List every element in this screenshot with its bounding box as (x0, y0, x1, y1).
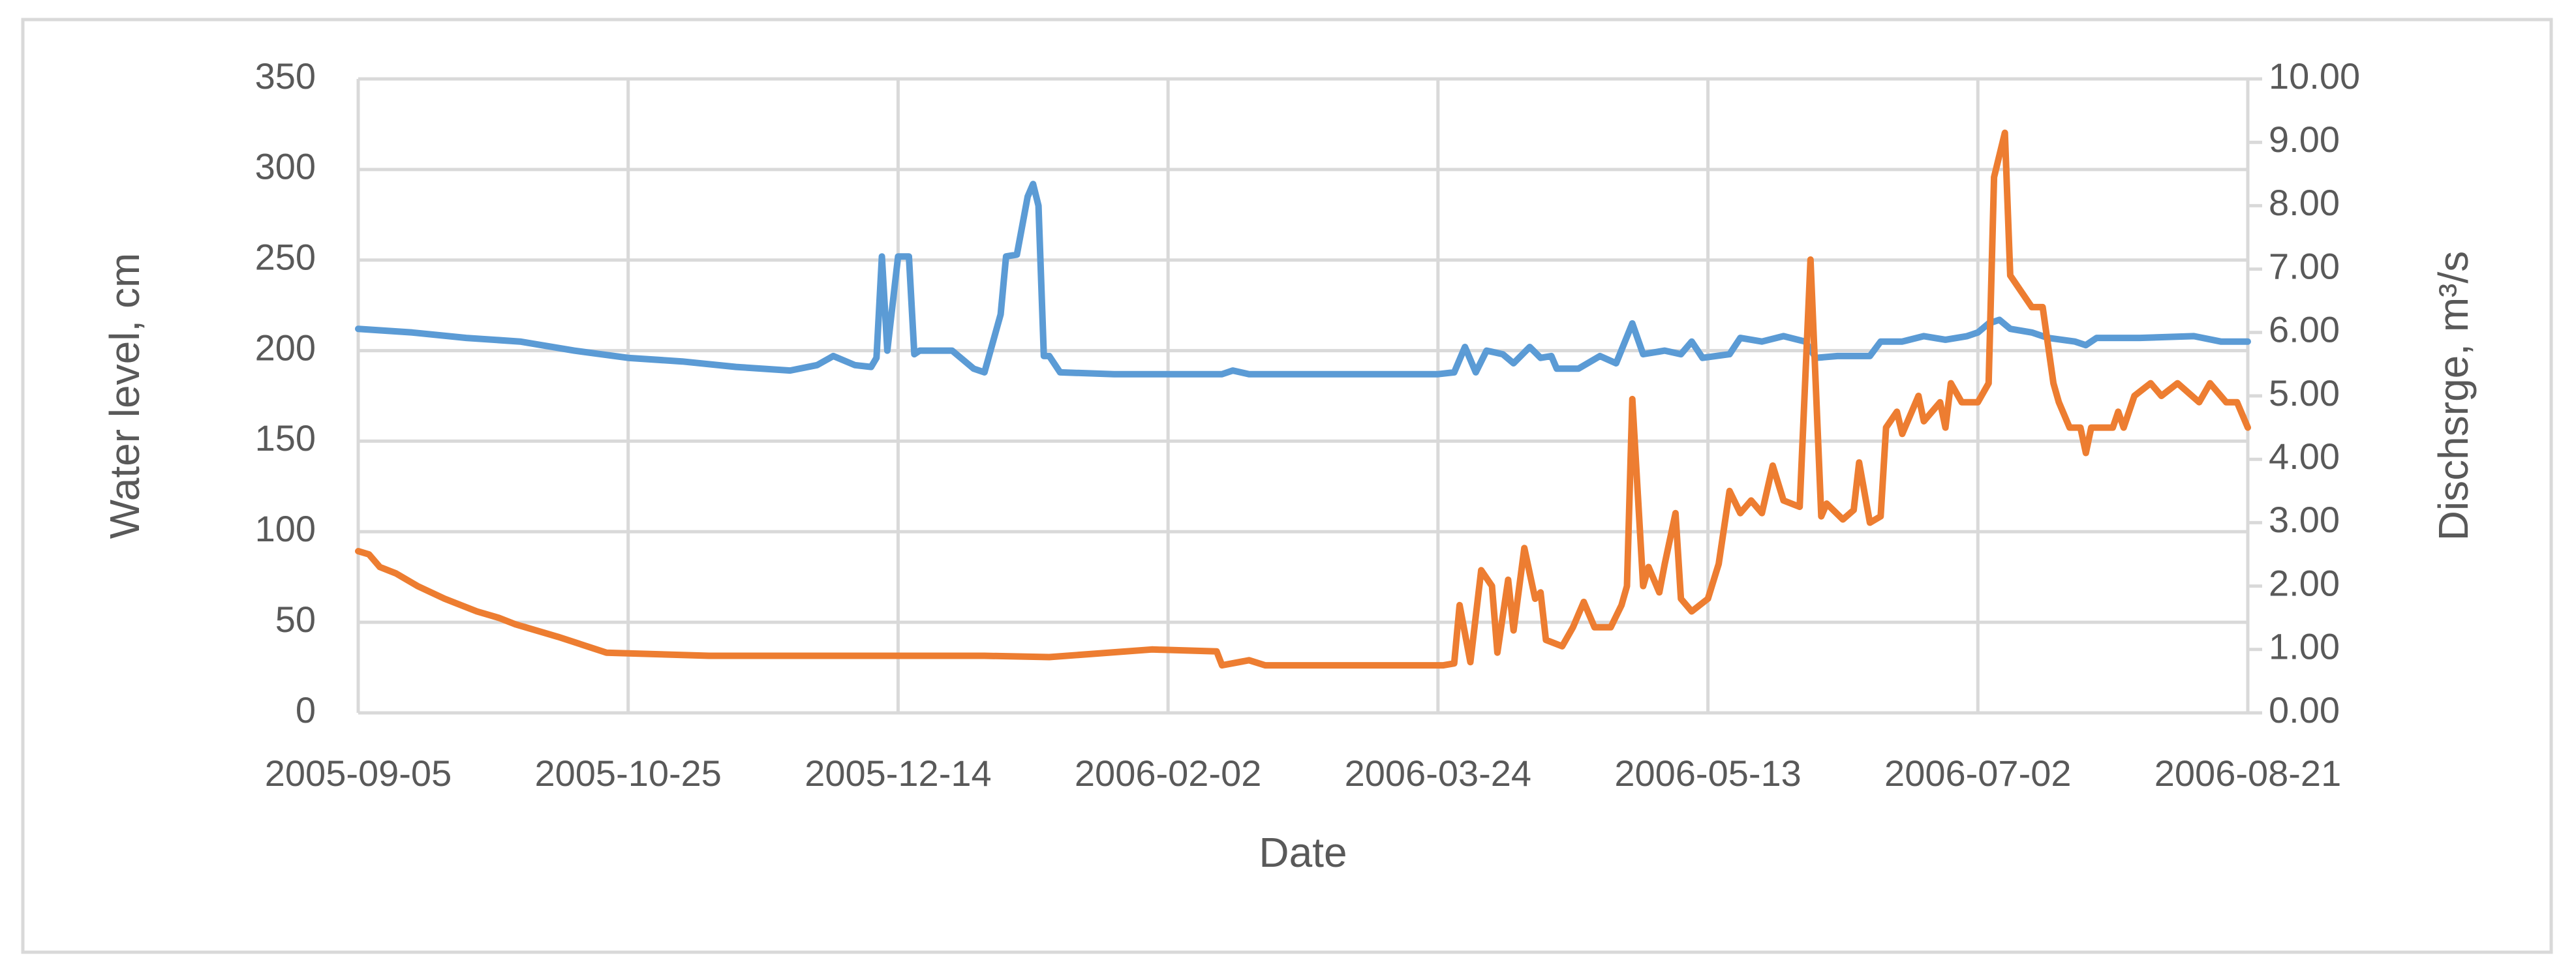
x-tick-label: 2005-12-14 (805, 753, 991, 794)
y-tick-label: 150 (255, 417, 316, 458)
y-tick-label: 200 (255, 327, 316, 368)
x-tick-label: 2005-09-05 (265, 753, 452, 794)
y-tick-label: 50 (275, 599, 316, 640)
data-line (355, 129, 2251, 669)
y2-tick-label: 3.00 (2269, 499, 2340, 540)
y2-tick-label: 7.00 (2269, 245, 2340, 286)
y2-tick-label: 0.00 (2269, 689, 2340, 730)
y2-tick-label: 1.00 (2269, 626, 2340, 667)
y-tick-label: 250 (255, 237, 316, 278)
y2-tick-label: 5.00 (2269, 372, 2340, 413)
y2-tick-label: 6.00 (2269, 309, 2340, 350)
data-line (355, 181, 2251, 378)
x-tick-label: 2006-03-24 (1345, 753, 1531, 794)
x-tick-label: 2005-10-25 (534, 753, 721, 794)
x-tick-label: 2006-08-21 (2154, 753, 2341, 794)
y-tick-label: 300 (255, 146, 316, 187)
y2-tick-label: 10.00 (2269, 55, 2360, 97)
y2-tick-label: 9.00 (2269, 119, 2340, 160)
y-axis-title: Water level, cm (101, 253, 148, 539)
x-tick-label: 2006-02-02 (1075, 753, 1261, 794)
y2-tick-label: 8.00 (2269, 182, 2340, 223)
y2-tick-label: 4.00 (2269, 436, 2340, 477)
y2-tick-label: 2.00 (2269, 562, 2340, 603)
y2-axis-title: Dischsrge, m³/s (2430, 251, 2477, 541)
y-tick-label: 0 (296, 689, 316, 730)
y-tick-label: 350 (255, 55, 316, 97)
x-tick-label: 2006-05-13 (1614, 753, 1801, 794)
y-tick-label: 100 (255, 508, 316, 549)
chart-border (21, 18, 2553, 954)
x-axis-title: Date (1259, 829, 1347, 876)
x-tick-label: 2006-07-02 (1884, 753, 2071, 794)
